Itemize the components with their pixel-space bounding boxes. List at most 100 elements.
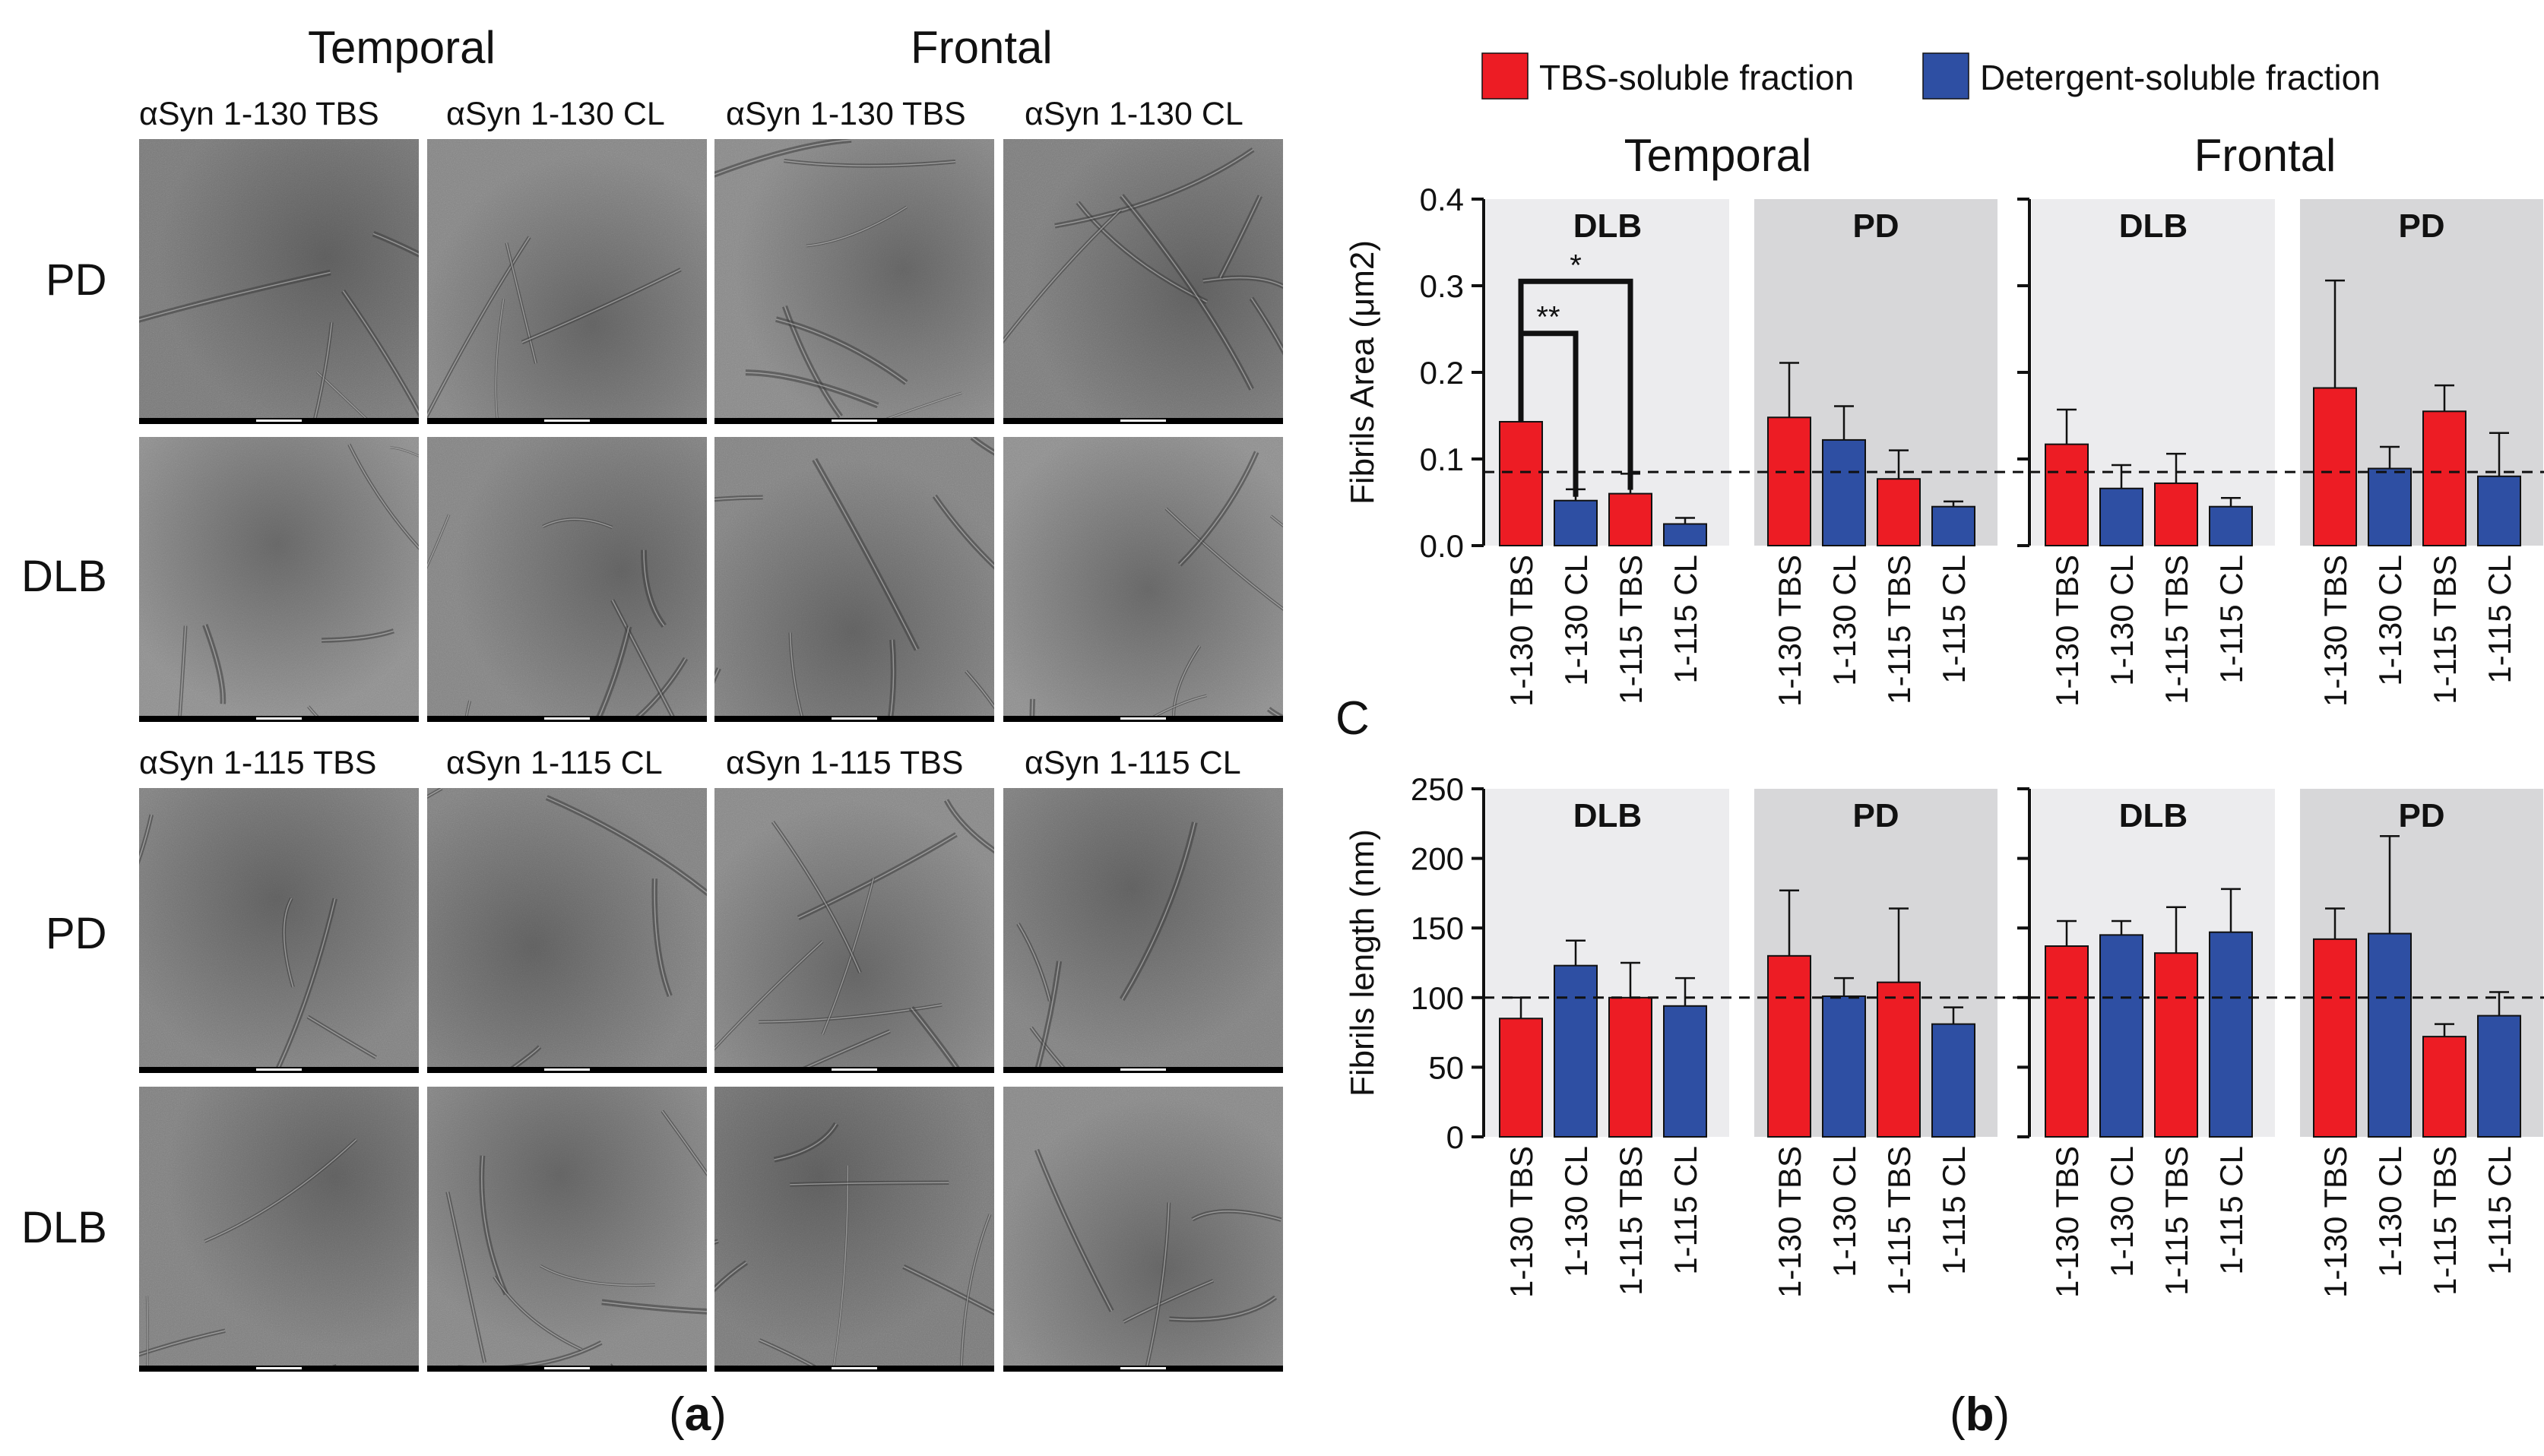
x-tick-label: 1-115 TBS bbox=[2427, 555, 2463, 704]
y-axis-label: Fibrils Area (μm2) bbox=[1344, 240, 1381, 505]
em-micrograph bbox=[714, 437, 994, 722]
y-tick-label: 0 bbox=[1446, 1119, 1464, 1155]
subheader-top: αSyn 1-130 CL bbox=[1025, 96, 1243, 132]
em-micrograph bbox=[714, 139, 994, 424]
bar bbox=[2368, 932, 2412, 1138]
bar bbox=[2422, 410, 2466, 546]
x-tick-label: 1-130 TBS bbox=[2049, 1146, 2085, 1298]
em-micrograph bbox=[427, 788, 707, 1073]
bar bbox=[1931, 505, 1975, 547]
panel-label-c: C bbox=[1335, 692, 1370, 745]
subheader-bottom: αSyn 1-115 CL bbox=[446, 745, 663, 781]
bar bbox=[1822, 438, 1866, 546]
em-micrograph bbox=[1003, 437, 1283, 722]
x-tick-label: 1-115 TBS bbox=[2159, 555, 2194, 704]
bar bbox=[2477, 475, 2521, 546]
bar bbox=[1608, 492, 1652, 546]
em-micrograph bbox=[139, 139, 419, 424]
x-tick-label: 1-115 TBS bbox=[2427, 1146, 2463, 1296]
y-tick-label: 0.3 bbox=[1420, 268, 1464, 304]
panel-letter-open: ( bbox=[669, 1388, 685, 1441]
y-tick-label: 0.1 bbox=[1420, 442, 1464, 477]
bar bbox=[1767, 416, 1811, 547]
bar bbox=[1877, 981, 1921, 1138]
legend-label: TBS-soluble fraction bbox=[1539, 58, 1854, 97]
em-micrograph bbox=[1003, 788, 1283, 1073]
legend-swatch bbox=[1481, 52, 1529, 100]
group-label: DLB bbox=[1573, 207, 1642, 245]
group-label: DLB bbox=[2119, 207, 2188, 245]
x-tick-label: 1-130 CL bbox=[2104, 555, 2140, 686]
row-label-dlb: DLB bbox=[21, 552, 107, 601]
x-tick-label: 1-130 TBS bbox=[2317, 1146, 2353, 1298]
bar bbox=[1499, 1018, 1543, 1138]
x-tick-label: 1-115 TBS bbox=[1613, 1146, 1649, 1296]
bar bbox=[1608, 996, 1652, 1138]
y-tick-label: 0.2 bbox=[1420, 355, 1464, 391]
x-tick-label: 1-130 CL bbox=[1826, 555, 1862, 686]
bar bbox=[2099, 487, 2143, 547]
y-tick-label: 0.4 bbox=[1420, 182, 1464, 217]
subheader-top: αSyn 1-130 TBS bbox=[726, 96, 966, 132]
em-micrograph bbox=[427, 437, 707, 722]
col-group-frontal: Frontal bbox=[911, 22, 1053, 73]
group-label: DLB bbox=[2119, 797, 2188, 834]
subheader-top: αSyn 1-130 TBS bbox=[139, 96, 379, 132]
x-tick-label: 1-115 TBS bbox=[1881, 555, 1917, 704]
bar bbox=[2313, 387, 2357, 546]
em-micrograph bbox=[714, 1087, 994, 1372]
bar bbox=[2209, 931, 2253, 1138]
row-label-dlb: DLB bbox=[21, 1203, 107, 1252]
legend-swatch bbox=[1922, 52, 1969, 100]
x-tick-label: 1-115 CL bbox=[2482, 1146, 2517, 1275]
panel-letter-b: (b) bbox=[1950, 1388, 2010, 1442]
y-tick-label: 50 bbox=[1428, 1049, 1464, 1085]
bar bbox=[1554, 964, 1598, 1138]
x-tick-label: 1-130 CL bbox=[1826, 1146, 1862, 1277]
bar bbox=[2154, 482, 2198, 546]
bar bbox=[2477, 1014, 2521, 1138]
x-tick-label: 1-115 CL bbox=[2213, 1146, 2249, 1275]
subheader-bottom: αSyn 1-115 TBS bbox=[139, 745, 377, 781]
group-label: PD bbox=[2398, 207, 2444, 245]
y-axis-label: Fibrils length (nm) bbox=[1344, 829, 1381, 1097]
em-micrograph bbox=[139, 788, 419, 1073]
bar bbox=[2368, 467, 2412, 546]
group-label: PD bbox=[1852, 797, 1899, 834]
bar bbox=[1931, 1023, 1975, 1138]
em-micrograph bbox=[714, 788, 994, 1073]
em-micrograph bbox=[427, 1087, 707, 1372]
bar bbox=[1767, 954, 1811, 1138]
bar bbox=[1499, 420, 1543, 546]
col-group-temporal: Temporal bbox=[308, 22, 496, 73]
x-tick-label: 1-130 CL bbox=[2104, 1146, 2140, 1277]
legend-label: Detergent-soluble fraction bbox=[1980, 58, 2381, 97]
em-micrograph bbox=[1003, 139, 1283, 424]
x-tick-label: 1-130 TBS bbox=[2049, 555, 2085, 707]
group-label: PD bbox=[2398, 797, 2444, 834]
bar bbox=[2045, 443, 2089, 546]
x-tick-label: 1-115 CL bbox=[2213, 555, 2249, 684]
em-micrograph bbox=[427, 139, 707, 424]
panel-letter-open: ( bbox=[1950, 1388, 1966, 1441]
x-tick-label: 1-115 CL bbox=[1668, 1146, 1703, 1275]
panel-letter: a bbox=[684, 1388, 711, 1441]
x-tick-label: 1-130 CL bbox=[1558, 1146, 1594, 1277]
x-tick-label: 1-130 TBS bbox=[1503, 1146, 1539, 1298]
y-tick-label: 150 bbox=[1411, 910, 1464, 946]
chart-title: Frontal bbox=[2194, 130, 2336, 181]
x-tick-label: 1-115 TBS bbox=[1881, 1146, 1917, 1296]
em-micrograph bbox=[139, 437, 419, 722]
subheader-bottom: αSyn 1-115 CL bbox=[1025, 745, 1241, 781]
subheader-top: αSyn 1-130 CL bbox=[446, 96, 665, 132]
x-tick-label: 1-115 CL bbox=[1936, 1146, 1972, 1275]
significance-bracket bbox=[1518, 278, 1633, 490]
subheader-bottom: αSyn 1-115 TBS bbox=[726, 745, 964, 781]
bar bbox=[2422, 1036, 2466, 1138]
em-micrograph bbox=[139, 1087, 419, 1372]
panel-letter: b bbox=[1965, 1388, 1994, 1441]
panel-letter-a: (a) bbox=[669, 1388, 727, 1442]
x-tick-label: 1-130 CL bbox=[1558, 555, 1594, 686]
x-tick-label: 1-115 TBS bbox=[2159, 1146, 2194, 1296]
